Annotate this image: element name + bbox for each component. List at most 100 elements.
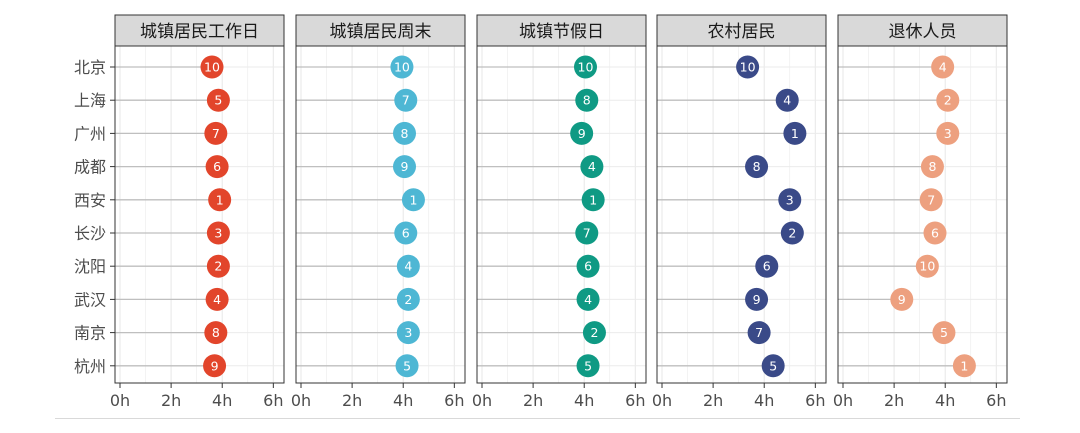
panel-0-point-label-7: 4 (213, 292, 221, 307)
panel-2-point-0 (574, 55, 597, 79)
y-tick-label-7: 武汉 (74, 290, 106, 309)
panel-4-point-label-0: 4 (939, 60, 947, 75)
panel-2-background (477, 46, 646, 383)
panel-4-title: 退休人员 (889, 22, 957, 42)
panel-3-x-tick-label-0: 0h (652, 391, 672, 410)
footer-divider (55, 418, 1020, 419)
panel-1-point-label-3: 9 (401, 159, 409, 174)
panel-4-point-4 (919, 188, 943, 212)
panel-4-point-label-2: 3 (944, 126, 952, 141)
panel-0-point-0 (200, 55, 224, 79)
panel-2-point-6 (576, 254, 600, 278)
panel-4-point-7 (890, 287, 914, 311)
panel-2-point-5 (575, 221, 599, 245)
panel-0-point-5 (206, 221, 230, 245)
panel-2-point-label-1: 8 (583, 93, 591, 108)
panel-4-point-label-9: 1 (960, 358, 968, 373)
panel-0-point-9 (203, 354, 227, 378)
panel-1-point-0 (390, 55, 414, 79)
panel-0-x-tick-label-1: 2h (161, 391, 181, 410)
panel-2-point-7 (576, 287, 600, 311)
panel-1-x-tick-label-3: 6h (444, 391, 464, 410)
panel-4-point-3 (920, 155, 944, 179)
panel-2-point-label-3: 4 (588, 159, 596, 174)
panel-2-point-9 (576, 354, 600, 378)
panel-3-x-tick-label-2: 4h (754, 391, 774, 410)
y-tick-label-6: 沈阳 (74, 257, 106, 276)
y-tick-label-0: 北京 (74, 58, 106, 77)
panel-3-x-tick-label-1: 2h (703, 391, 723, 410)
panel-4-point-label-7: 9 (898, 292, 906, 307)
panel-1-point-3 (393, 155, 416, 179)
panel-0-point-7 (205, 287, 229, 311)
panel-4-point-label-3: 8 (928, 159, 936, 174)
panel-1-point-6 (396, 254, 420, 278)
panel-2-point-label-9: 5 (584, 358, 592, 373)
panel-4-point-6 (915, 254, 939, 278)
panel-1-x-tick-label-2: 4h (393, 391, 413, 410)
panel-1-point-2 (393, 121, 416, 145)
panel-2-border (476, 45, 647, 384)
panel-3-point-9 (761, 354, 785, 378)
panel-3-point-5 (780, 221, 804, 245)
panel-0-point-label-6: 2 (214, 259, 222, 274)
panel-3-point-0 (736, 55, 760, 79)
panel-1-point-label-2: 8 (401, 126, 409, 141)
panel-3-point-label-4: 3 (786, 192, 794, 207)
panel-1-point-label-1: 7 (402, 93, 410, 108)
panel-1-point-label-6: 4 (404, 259, 412, 274)
panel-0-strip (114, 14, 285, 47)
panel-0-point-8 (204, 321, 228, 345)
panel-4-strip (837, 14, 1008, 47)
panel-3-point-8 (747, 321, 771, 345)
panel-3-point-label-9: 5 (769, 358, 777, 373)
panel-0-x-tick-label-2: 4h (212, 391, 232, 410)
panel-2-point-3 (580, 155, 604, 179)
panel-1-point-label-8: 3 (404, 325, 412, 340)
panel-2-x-tick-label-1: 2h (523, 391, 543, 410)
panel-3-point-label-8: 7 (755, 325, 763, 340)
panel-3-point-label-7: 9 (753, 292, 761, 307)
panel-3-point-2 (783, 121, 807, 145)
panel-0-point-2 (204, 121, 228, 145)
panel-0-point-3 (205, 155, 229, 179)
panel-2-point-label-7: 4 (584, 292, 592, 307)
panel-4-point-8 (932, 321, 956, 345)
panel-3-border (656, 45, 827, 384)
panel-2-point-label-8: 2 (590, 325, 598, 340)
y-tick-label-9: 杭州 (74, 357, 106, 376)
panel-4-point-9 (952, 354, 976, 378)
panel-4-border (837, 45, 1008, 384)
panel-3-point-label-1: 4 (783, 93, 791, 108)
panel-2-point-label-4: 1 (589, 192, 597, 207)
panel-2-point-label-2: 9 (578, 126, 586, 141)
panel-4-point-label-1: 2 (944, 93, 952, 108)
panel-2-point-label-0: 10 (578, 60, 594, 75)
panel-1-point-label-5: 6 (402, 226, 410, 241)
panel-0-border (114, 45, 285, 384)
panel-4-x-tick-label-3: 6h (986, 391, 1006, 410)
panel-2-point-2 (570, 121, 594, 145)
panel-4-point-2 (936, 121, 960, 145)
panel-1-point-8 (396, 321, 420, 345)
panel-1-point-7 (396, 287, 420, 311)
panel-3-point-label-6: 6 (763, 259, 771, 274)
y-tick-label-8: 南京 (74, 324, 106, 343)
panel-3-point-label-2: 1 (791, 126, 799, 141)
panel-4-point-label-5: 6 (931, 226, 939, 241)
panel-0-point-label-5: 3 (214, 226, 222, 241)
panel-0-point-1 (206, 88, 230, 112)
panel-4-x-tick-label-1: 2h (884, 391, 904, 410)
panel-2-point-label-5: 7 (583, 226, 591, 241)
panel-3-point-1 (775, 88, 799, 112)
panel-1-title: 城镇居民周末 (330, 22, 432, 42)
panel-0-x-tick-label-0: 0h (110, 391, 130, 410)
panel-2-x-tick-label-3: 6h (625, 391, 645, 410)
panel-4-point-0 (931, 55, 955, 79)
panel-0-title: 城镇居民工作日 (140, 22, 259, 42)
panel-2-point-4 (581, 188, 605, 212)
y-tick-label-2: 广州 (74, 124, 106, 143)
panel-2-point-label-6: 6 (584, 259, 592, 274)
panel-1-point-label-0: 10 (394, 60, 410, 75)
